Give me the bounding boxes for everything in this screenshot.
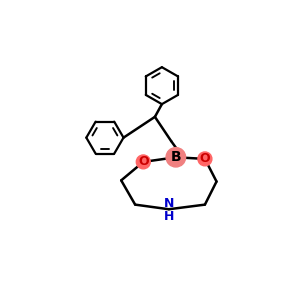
Text: B: B — [170, 150, 181, 164]
Circle shape — [136, 155, 150, 169]
Text: N: N — [164, 197, 174, 210]
Text: O: O — [138, 155, 148, 168]
Circle shape — [198, 152, 212, 166]
Text: H: H — [164, 210, 174, 224]
Circle shape — [166, 148, 186, 167]
Text: O: O — [200, 152, 210, 165]
